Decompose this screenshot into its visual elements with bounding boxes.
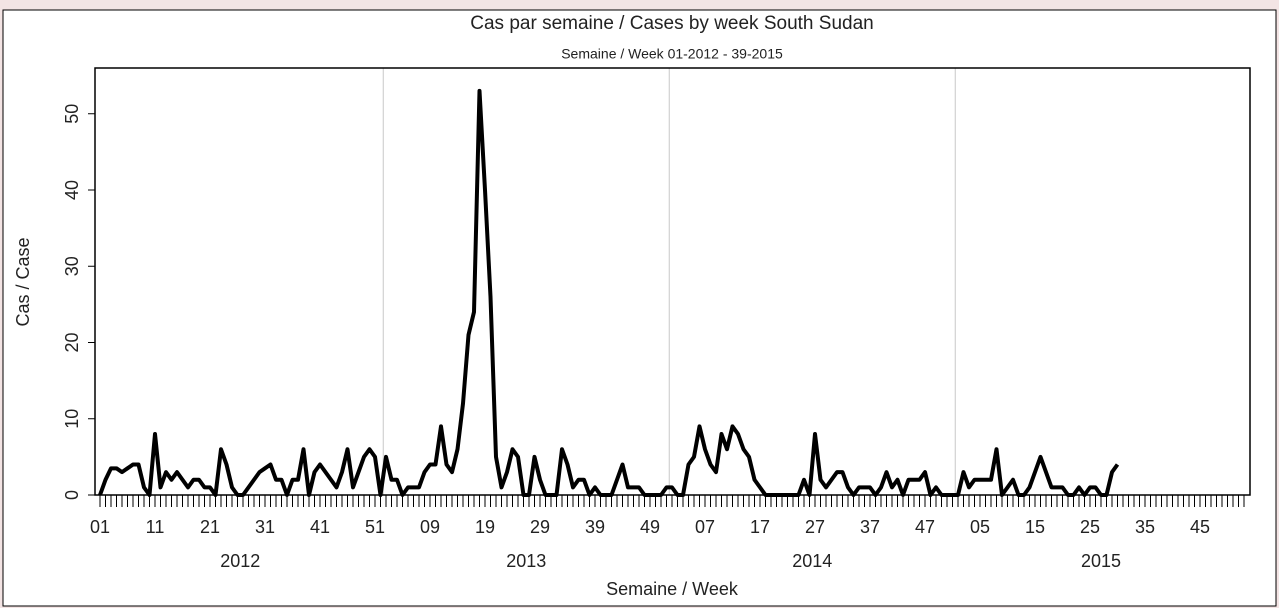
x-tick-label: 39 — [585, 517, 605, 537]
y-tick-label: 30 — [62, 256, 82, 276]
x-tick-label: 19 — [475, 517, 495, 537]
x-tick-label: 11 — [146, 517, 165, 537]
x-group-label: 2013 — [506, 551, 546, 571]
x-tick-label: 21 — [200, 517, 220, 537]
x-tick-label: 17 — [750, 517, 770, 537]
y-axis-label: Cas / Case — [13, 237, 33, 326]
x-group-label: 2015 — [1081, 551, 1121, 571]
x-tick-label: 45 — [1190, 517, 1210, 537]
x-group-label: 2014 — [792, 551, 832, 571]
x-tick-label: 15 — [1025, 517, 1045, 537]
y-tick-label: 20 — [62, 332, 82, 352]
x-tick-label: 37 — [860, 517, 880, 537]
data-line — [98, 88, 1120, 497]
x-tick-label: 31 — [255, 517, 275, 537]
x-tick-label: 05 — [970, 517, 990, 537]
x-tick-label: 27 — [805, 517, 825, 537]
x-axis-label: Semaine / Week — [606, 579, 739, 599]
x-tick-label: 01 — [90, 517, 110, 537]
chart-subtitle: Semaine / Week 01-2012 - 39-2015 — [561, 46, 783, 62]
y-tick-label: 0 — [62, 490, 82, 500]
x-tick-label: 09 — [420, 517, 440, 537]
x-tick-label: 29 — [530, 517, 550, 537]
y-tick-label: 10 — [62, 409, 82, 429]
y-tick-label: 40 — [62, 180, 82, 200]
x-tick-label: 35 — [1135, 517, 1155, 537]
x-tick-label: 49 — [640, 517, 660, 537]
chart-title: Cas par semaine / Cases by week South Su… — [470, 13, 873, 34]
y-tick-label: 50 — [62, 104, 82, 124]
x-group-label: 2012 — [220, 551, 260, 571]
x-tick-label: 07 — [695, 517, 715, 537]
x-tick-label: 41 — [310, 517, 330, 537]
x-tick-label: 25 — [1080, 517, 1100, 537]
x-tick-label: 51 — [365, 517, 385, 537]
x-tick-label: 47 — [915, 517, 935, 537]
